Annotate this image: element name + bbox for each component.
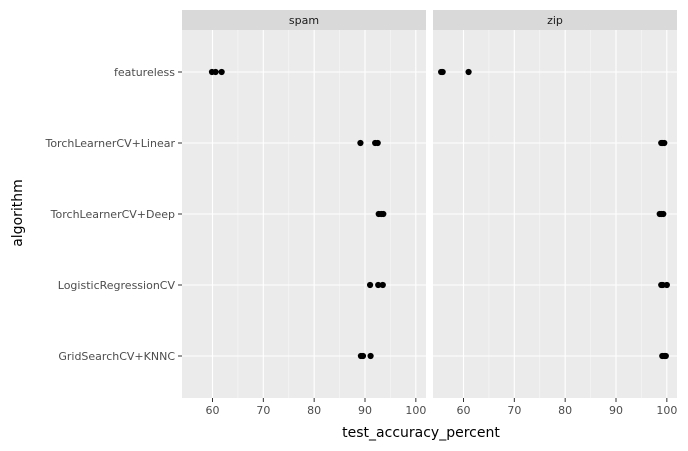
x-tick-label: 60 (457, 404, 471, 417)
data-point (366, 281, 374, 289)
y-tick-label: TorchLearnerCV+Deep (50, 208, 175, 221)
y-tick-label: TorchLearnerCV+Linear (44, 137, 175, 150)
x-axis-title: test_accuracy_percent (342, 425, 500, 441)
data-point (367, 352, 374, 360)
data-point (661, 139, 668, 147)
facet-strip-label: spam (289, 14, 319, 27)
data-point (663, 281, 670, 289)
facet-strip-label: zip (547, 14, 563, 27)
y-tick-label: featureless (114, 66, 175, 79)
x-tick-label: 90 (358, 404, 372, 417)
data-point (357, 139, 364, 147)
x-tick-label: 100 (656, 404, 677, 417)
facet-strip (182, 10, 426, 30)
y-tick-label: LogisticRegressionCV (58, 279, 176, 292)
data-point (374, 139, 381, 147)
data-point (359, 352, 367, 360)
facet-spam: spam 60 70 80 90 100 (182, 10, 426, 417)
data-point (465, 68, 472, 76)
data-point (379, 281, 386, 289)
data-point (375, 281, 382, 289)
data-point (212, 68, 219, 76)
y-axis-title: algorithm (10, 179, 26, 247)
data-point (218, 68, 225, 76)
x-tick-label: 70 (256, 404, 270, 417)
facet-panels: spam 60 70 80 90 100 zip 60 70 80 90 100 (182, 10, 677, 417)
x-tick-label: 60 (206, 404, 220, 417)
data-point (439, 68, 446, 76)
data-point (380, 210, 387, 218)
y-tick-label: GridSearchCV+KNNC (58, 350, 175, 363)
x-tick-label: 80 (307, 404, 321, 417)
x-tick-label: 100 (405, 404, 426, 417)
x-tick-label: 70 (507, 404, 521, 417)
data-point (662, 352, 669, 360)
x-tick-label: 90 (609, 404, 623, 417)
y-axis: featureless TorchLearnerCV+Linear TorchLea… (44, 66, 182, 363)
facet-strip (433, 10, 677, 30)
facet-zip: zip 60 70 80 90 100 (433, 10, 677, 417)
x-tick-label: 80 (558, 404, 572, 417)
data-point (660, 210, 667, 218)
